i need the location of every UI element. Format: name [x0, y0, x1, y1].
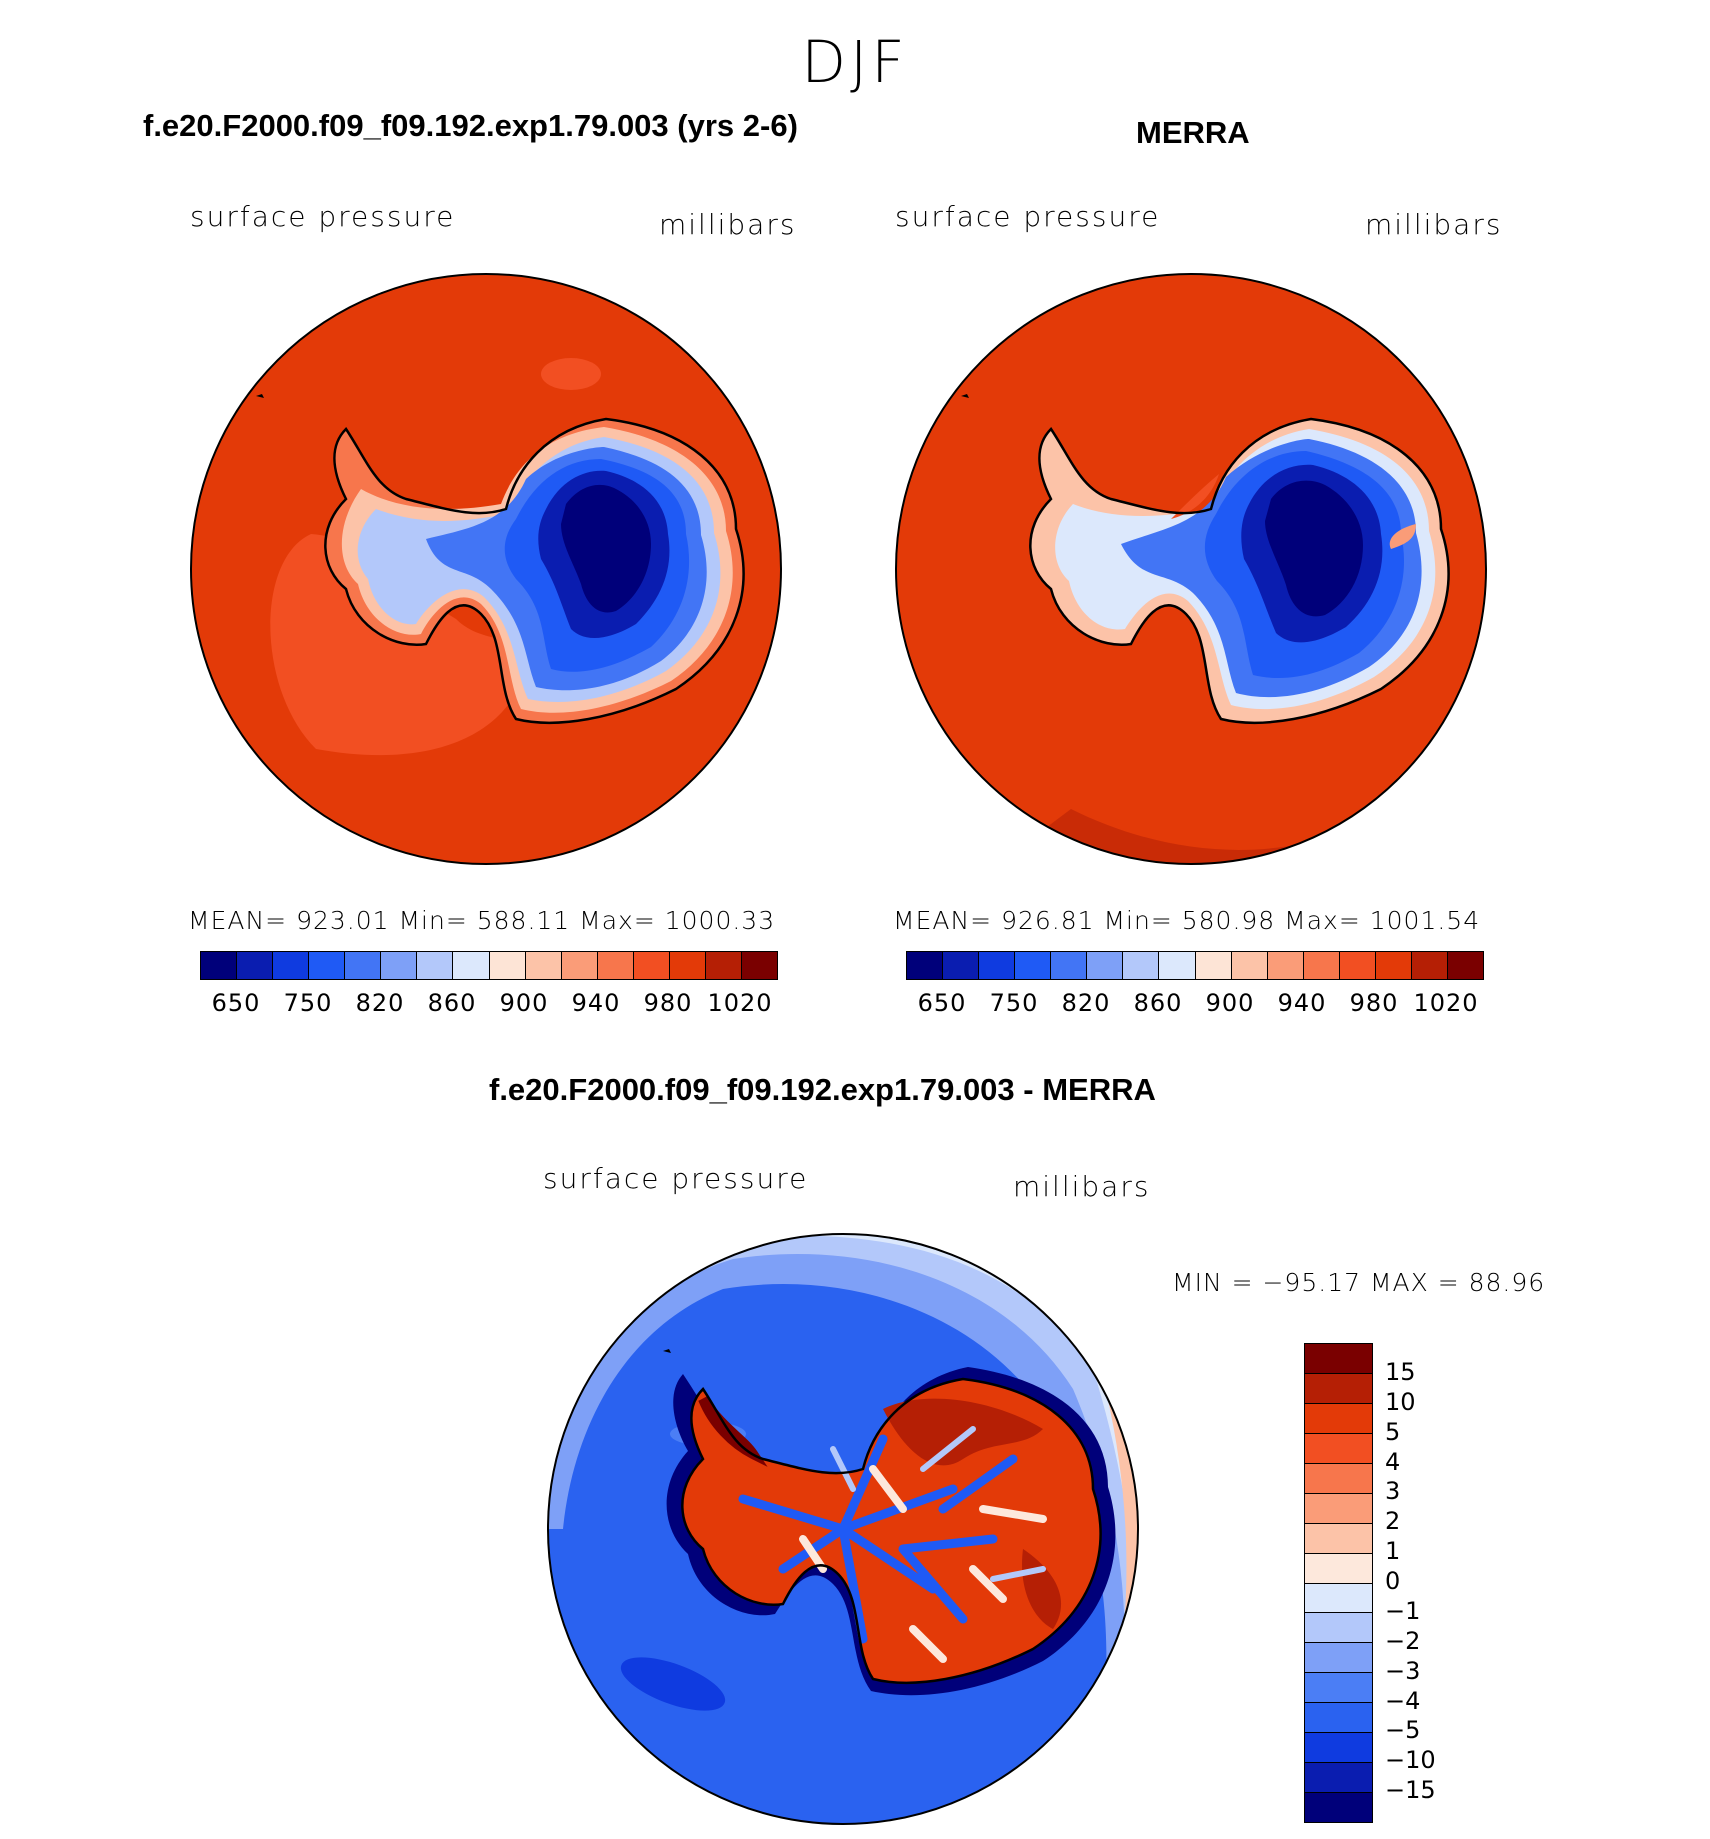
colorbar-swatch [273, 952, 310, 979]
panel1-map [190, 273, 782, 865]
colorbar-swatch [1305, 1553, 1372, 1584]
colorbar-swatch [669, 952, 706, 979]
colorbar-tick-label: 4 [1385, 1447, 1401, 1476]
colorbar-tick-label: −3 [1385, 1656, 1421, 1685]
colorbar-tick-label: −2 [1385, 1626, 1421, 1655]
main-title: DJF [801, 28, 909, 96]
colorbar-swatch [633, 952, 670, 979]
panel2-colorbar [906, 951, 1484, 980]
panel2-units: millibars [1365, 208, 1503, 241]
colorbar-swatch [1305, 1763, 1372, 1794]
colorbar-tick-label: −4 [1385, 1686, 1421, 1715]
colorbar-swatch [1051, 952, 1088, 979]
colorbar-swatch [1305, 1733, 1372, 1764]
colorbar-tick-label: 940 [571, 989, 621, 1017]
colorbar-tick-label: 15 [1385, 1357, 1416, 1386]
colorbar-tick-label: 820 [355, 989, 405, 1017]
colorbar-swatch [1195, 952, 1232, 979]
colorbar-swatch [1305, 1583, 1372, 1614]
colorbar-tick-label: 980 [643, 989, 693, 1017]
colorbar-tick-label: 1020 [707, 989, 773, 1017]
colorbar-swatch [1305, 1703, 1372, 1734]
colorbar-swatch [381, 952, 418, 979]
colorbar-swatch [1411, 952, 1448, 979]
panel1-stats: MEAN= 923.01 Min= 588.11 Max= 1000.33 [188, 906, 776, 935]
colorbar-swatch [1123, 952, 1160, 979]
colorbar-swatch [453, 952, 490, 979]
colorbar-swatch [1305, 1793, 1372, 1822]
panel3-map [547, 1233, 1139, 1825]
colorbar-swatch [561, 952, 598, 979]
colorbar-swatch [1305, 1433, 1372, 1464]
colorbar-tick-label: −5 [1385, 1716, 1421, 1745]
colorbar-tick-label: 820 [1061, 989, 1111, 1017]
colorbar-tick-label: 1 [1385, 1537, 1401, 1566]
colorbar-swatch [1305, 1463, 1372, 1494]
colorbar-swatch [1305, 1673, 1372, 1704]
colorbar-swatch [309, 952, 346, 979]
panel1-colorbar [200, 951, 778, 980]
colorbar-swatch [1305, 1643, 1372, 1674]
colorbar-swatch [489, 952, 526, 979]
panel1-units: millibars [659, 208, 797, 241]
panel3-units: millibars [1013, 1170, 1151, 1203]
colorbar-swatch [907, 952, 944, 979]
colorbar-swatch [1305, 1493, 1372, 1524]
colorbar-swatch [1375, 952, 1412, 979]
colorbar-swatch [1267, 952, 1304, 979]
panel3-stats: MIN = −95.17 MAX = 88.96 [1172, 1268, 1546, 1297]
colorbar-swatch [1015, 952, 1052, 979]
colorbar-tick-label: −10 [1385, 1746, 1436, 1775]
colorbar-swatch [1305, 1344, 1372, 1374]
panel3-variable: surface pressure [543, 1162, 809, 1195]
colorbar-tick-label: 2 [1385, 1507, 1401, 1536]
colorbar-tick-label: 5 [1385, 1417, 1401, 1446]
colorbar-swatch [979, 952, 1016, 979]
colorbar-tick-label: 650 [211, 989, 261, 1017]
colorbar-swatch [1305, 1613, 1372, 1644]
panel2-stats: MEAN= 926.81 Min= 580.98 Max= 1001.54 [893, 906, 1481, 935]
colorbar-swatch [1339, 952, 1376, 979]
colorbar-tick-label: 860 [427, 989, 477, 1017]
colorbar-tick-label: 3 [1385, 1477, 1401, 1506]
colorbar-swatch [1231, 952, 1268, 979]
colorbar-swatch [943, 952, 980, 979]
colorbar-tick-label: 900 [499, 989, 549, 1017]
colorbar-tick-label: 0 [1385, 1567, 1401, 1595]
colorbar-tick-label: 1020 [1413, 989, 1479, 1017]
colorbar-swatch [597, 952, 634, 979]
panel1-title: f.e20.F2000.f09_f09.192.exp1.79.003 (yrs… [143, 108, 798, 143]
panel3-title: f.e20.F2000.f09_f09.192.exp1.79.003 - ME… [489, 1072, 1156, 1107]
colorbar-tick-label: 860 [1133, 989, 1183, 1017]
colorbar-swatch [345, 952, 382, 979]
colorbar-swatch [1447, 952, 1483, 979]
colorbar-swatch [237, 952, 274, 979]
colorbar-tick-label: 750 [989, 989, 1039, 1017]
colorbar-swatch [741, 952, 777, 979]
colorbar-swatch [1305, 1523, 1372, 1554]
colorbar-swatch [1303, 952, 1340, 979]
colorbar-tick-label: 650 [917, 989, 967, 1017]
colorbar-swatch [705, 952, 742, 979]
colorbar-swatch [1159, 952, 1196, 979]
colorbar-tick-label: −15 [1385, 1776, 1436, 1805]
colorbar-tick-label: 750 [283, 989, 333, 1017]
colorbar-swatch [1305, 1373, 1372, 1404]
panel1-variable: surface pressure [190, 200, 456, 233]
panel2-map [895, 273, 1487, 865]
panel2-title: MERRA [1136, 115, 1250, 150]
colorbar-swatch [1087, 952, 1124, 979]
colorbar-swatch [1305, 1403, 1372, 1434]
colorbar-tick-label: 980 [1349, 989, 1399, 1017]
colorbar-tick-label: −1 [1385, 1596, 1421, 1625]
colorbar-tick-label: 940 [1277, 989, 1327, 1017]
colorbar-swatch [525, 952, 562, 979]
panel2-variable: surface pressure [895, 200, 1161, 233]
colorbar-swatch [417, 952, 454, 979]
colorbar-swatch [201, 952, 238, 979]
panel3-colorbar [1304, 1343, 1373, 1823]
colorbar-tick-label: 10 [1385, 1387, 1416, 1416]
colorbar-tick-label: 900 [1205, 989, 1255, 1017]
